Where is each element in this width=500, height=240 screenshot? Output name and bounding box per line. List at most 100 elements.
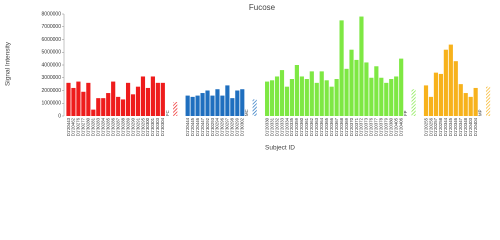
bar: [284, 86, 290, 116]
chart-title: Fucose: [249, 3, 276, 12]
y-tick-label: 4000000: [42, 62, 62, 68]
bar: [96, 98, 101, 116]
x-tick-label: D1'20369: [344, 117, 349, 136]
chart: Fucose Signal Intensity Subject ID 0 1000…: [5, 3, 491, 152]
x-tick-label: D1'20462: [71, 117, 76, 136]
bar: [463, 93, 468, 116]
bar: [121, 99, 126, 116]
x-tick-label: D1'30284: [101, 117, 106, 136]
x-tick-label: D1'30303: [155, 117, 160, 136]
bar: [91, 109, 96, 116]
x-tick-label: D1'30300: [145, 117, 150, 136]
bar: [140, 76, 146, 116]
x-tick-label: D1'20366: [329, 117, 334, 136]
bar: [423, 85, 429, 116]
y-axis-label: Signal Intensity: [5, 41, 12, 86]
bar: [299, 76, 304, 116]
x-tick-label: D1'20444: [185, 117, 190, 136]
bar: [394, 76, 399, 116]
bar: [334, 79, 339, 116]
bar: [443, 49, 448, 117]
bar: [364, 62, 369, 116]
bar: [215, 89, 220, 116]
x-tick-label: D1'20332: [274, 117, 279, 136]
y-tick-label: 7000000: [42, 24, 62, 30]
x-tick-label: D1'30283: [96, 117, 101, 136]
bar: [384, 82, 389, 116]
bar: [235, 90, 240, 116]
x-tick-label: D1'30277: [81, 117, 86, 136]
bar: [190, 96, 195, 116]
x-tick-label: D1'20376: [369, 117, 374, 136]
x-tick-label: D1'20361: [304, 117, 309, 136]
x-tick-label: D1'20335: [289, 117, 294, 136]
bar: [304, 79, 309, 116]
y-tick-label: 6000000: [42, 37, 62, 43]
bar: [150, 76, 155, 116]
x-tick-label: D1'20331: [269, 117, 274, 136]
bar: [329, 86, 334, 116]
control-label: MP: [478, 109, 483, 116]
x-tick-label: D1'30294: [215, 117, 220, 136]
bar: [135, 86, 141, 116]
x-tick-label: D1'30276: [76, 117, 81, 136]
x-tick-label: D1'30302: [240, 117, 245, 136]
bar: [289, 79, 295, 116]
x-tick-label: D1'30288: [120, 117, 125, 136]
x-tick-label: D1'30287: [115, 117, 120, 136]
bar: [86, 82, 91, 116]
x-tick-label: D1'20378: [379, 117, 384, 136]
x-tick-label: D1'30280: [86, 117, 91, 136]
control-label: MC: [244, 109, 249, 116]
bar: [76, 81, 81, 116]
bar: [210, 95, 215, 116]
bar: [240, 89, 245, 116]
x-axis-label: Subject ID: [265, 145, 295, 152]
x-tick-label: D1'30296: [220, 117, 225, 136]
y-tick-label: 2000000: [42, 88, 62, 94]
bar: [200, 93, 205, 116]
bar: [145, 87, 151, 116]
y-tick-label: 8000000: [42, 11, 62, 17]
bar: [130, 94, 136, 116]
x-tick-label: D1'30290: [130, 117, 135, 136]
control-bar: [485, 86, 491, 116]
x-tick-label: D1'20406: [398, 117, 403, 136]
bar: [111, 81, 116, 116]
bar: [374, 66, 379, 116]
bar: [125, 82, 131, 116]
bar: [274, 76, 280, 116]
x-tick-label: D1'20257: [433, 117, 438, 136]
x-tick-label: D1'20403: [468, 117, 473, 136]
control-bar: [411, 89, 416, 116]
x-tick-label: D1'20360: [299, 117, 304, 136]
bar: [116, 96, 121, 116]
bar: [379, 77, 384, 116]
control-bar: [252, 99, 257, 116]
bar: [81, 91, 86, 116]
x-tick-label: D1'30285: [106, 117, 111, 136]
x-tick-label: D1'20373: [364, 117, 369, 136]
bar: [349, 49, 354, 117]
bar: [354, 59, 359, 116]
y-tick-label: 3000000: [42, 75, 62, 81]
bar: [433, 72, 439, 116]
x-tick-label: D1'20364: [319, 117, 324, 136]
bar: [205, 90, 210, 116]
bar: [185, 95, 190, 116]
x-tick-label: D1'30299: [235, 117, 240, 136]
control-label: FP: [403, 110, 408, 116]
x-tick-label: D1'20368: [339, 117, 344, 136]
x-tick-label: D1'20256: [428, 117, 433, 136]
x-tick-label: D1'20365: [324, 117, 329, 136]
bar: [66, 82, 71, 116]
bar: [294, 65, 299, 116]
bar: [399, 58, 404, 116]
control-label: FC: [165, 110, 170, 116]
y-tick-label: 1000000: [42, 101, 62, 107]
y-tick-label: 0: [58, 113, 61, 119]
x-tick-label: D1'20377: [374, 117, 379, 136]
x-tick-label: D1'30291: [135, 117, 140, 136]
x-tick-label: D1'20447: [200, 117, 205, 136]
x-tick-label: D1'20362: [309, 117, 314, 136]
